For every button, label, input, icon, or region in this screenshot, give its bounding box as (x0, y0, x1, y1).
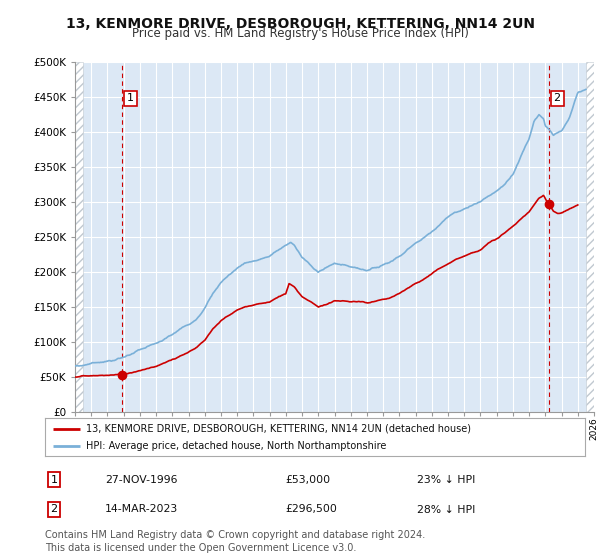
Text: £296,500: £296,500 (285, 505, 337, 515)
Text: Price paid vs. HM Land Registry's House Price Index (HPI): Price paid vs. HM Land Registry's House … (131, 27, 469, 40)
Text: 2: 2 (554, 94, 561, 104)
Text: 27-NOV-1996: 27-NOV-1996 (105, 475, 178, 485)
Text: 23% ↓ HPI: 23% ↓ HPI (417, 475, 475, 485)
Polygon shape (586, 62, 594, 412)
Text: Contains HM Land Registry data © Crown copyright and database right 2024.
This d: Contains HM Land Registry data © Crown c… (45, 530, 425, 553)
Text: 1: 1 (50, 475, 58, 485)
Polygon shape (75, 62, 83, 412)
Text: 13, KENMORE DRIVE, DESBOROUGH, KETTERING, NN14 2UN (detached house): 13, KENMORE DRIVE, DESBOROUGH, KETTERING… (86, 423, 470, 433)
Text: 13, KENMORE DRIVE, DESBOROUGH, KETTERING, NN14 2UN: 13, KENMORE DRIVE, DESBOROUGH, KETTERING… (65, 17, 535, 31)
Text: HPI: Average price, detached house, North Northamptonshire: HPI: Average price, detached house, Nort… (86, 441, 386, 451)
Text: 14-MAR-2023: 14-MAR-2023 (105, 505, 178, 515)
Text: 2: 2 (50, 505, 58, 515)
Text: 1: 1 (127, 94, 134, 104)
Text: £53,000: £53,000 (285, 475, 330, 485)
Text: 28% ↓ HPI: 28% ↓ HPI (417, 505, 475, 515)
